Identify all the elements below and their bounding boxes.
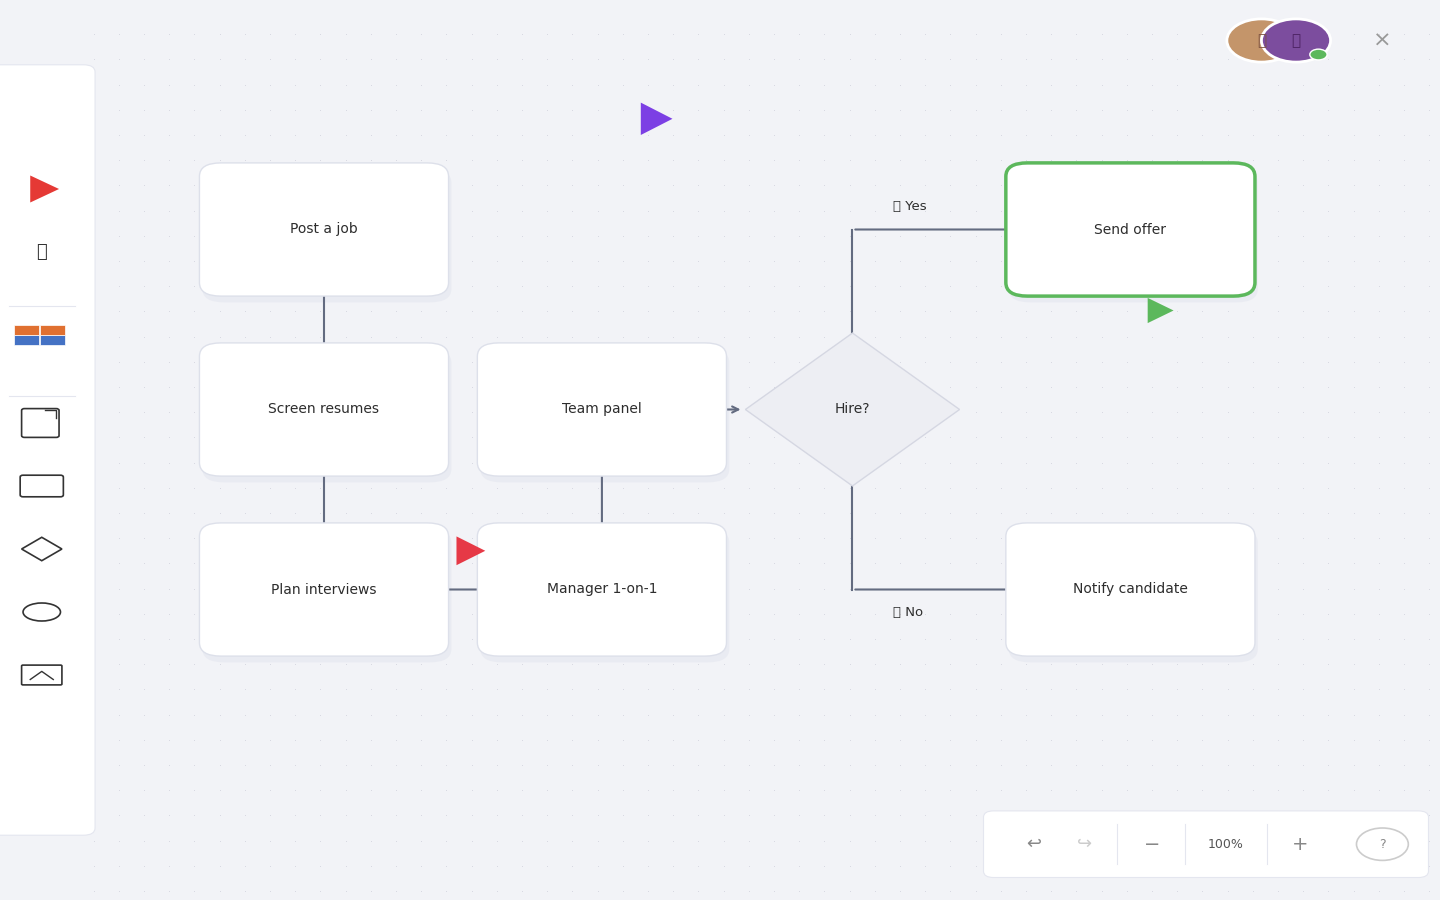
Text: Send offer: Send offer [1094, 222, 1166, 237]
FancyBboxPatch shape [40, 335, 65, 345]
FancyBboxPatch shape [1005, 163, 1254, 296]
Polygon shape [746, 333, 959, 486]
Text: Post a job: Post a job [289, 222, 359, 237]
Text: ❌ No: ❌ No [893, 606, 923, 618]
Text: ↪: ↪ [1077, 835, 1092, 853]
FancyBboxPatch shape [0, 65, 95, 835]
Text: 👤: 👤 [1257, 33, 1266, 48]
Text: ×: × [1374, 31, 1391, 50]
Polygon shape [641, 103, 672, 135]
Text: 👤: 👤 [1292, 33, 1300, 48]
Polygon shape [456, 536, 485, 565]
FancyBboxPatch shape [40, 325, 65, 335]
Text: Screen resumes: Screen resumes [268, 402, 380, 417]
FancyBboxPatch shape [477, 523, 726, 656]
Text: −: − [1143, 834, 1161, 854]
Circle shape [1310, 50, 1328, 60]
FancyBboxPatch shape [14, 325, 39, 335]
Text: ↩: ↩ [1027, 835, 1041, 853]
Text: Manager 1-on-1: Manager 1-on-1 [547, 582, 657, 597]
FancyBboxPatch shape [202, 349, 452, 482]
Text: Notify candidate: Notify candidate [1073, 582, 1188, 597]
Polygon shape [1148, 298, 1174, 323]
Circle shape [1227, 19, 1296, 62]
FancyBboxPatch shape [199, 163, 449, 296]
Text: 100%: 100% [1208, 838, 1243, 850]
Text: Plan interviews: Plan interviews [271, 582, 377, 597]
FancyBboxPatch shape [477, 343, 726, 476]
Circle shape [1261, 19, 1331, 62]
FancyBboxPatch shape [984, 811, 1428, 878]
Text: Hire?: Hire? [835, 402, 870, 417]
Text: ?: ? [1380, 838, 1385, 850]
Text: ✅ Yes: ✅ Yes [893, 201, 926, 213]
FancyBboxPatch shape [199, 343, 449, 476]
FancyBboxPatch shape [199, 523, 449, 656]
FancyBboxPatch shape [1005, 523, 1254, 656]
FancyBboxPatch shape [14, 335, 39, 345]
Text: +: + [1292, 834, 1309, 854]
FancyBboxPatch shape [1008, 169, 1259, 302]
FancyBboxPatch shape [1008, 529, 1259, 662]
Text: ✋: ✋ [36, 243, 48, 261]
FancyBboxPatch shape [480, 349, 729, 482]
Text: Team panel: Team panel [562, 402, 642, 417]
FancyBboxPatch shape [202, 169, 452, 302]
Polygon shape [30, 176, 59, 202]
FancyBboxPatch shape [202, 529, 452, 662]
FancyBboxPatch shape [480, 529, 729, 662]
